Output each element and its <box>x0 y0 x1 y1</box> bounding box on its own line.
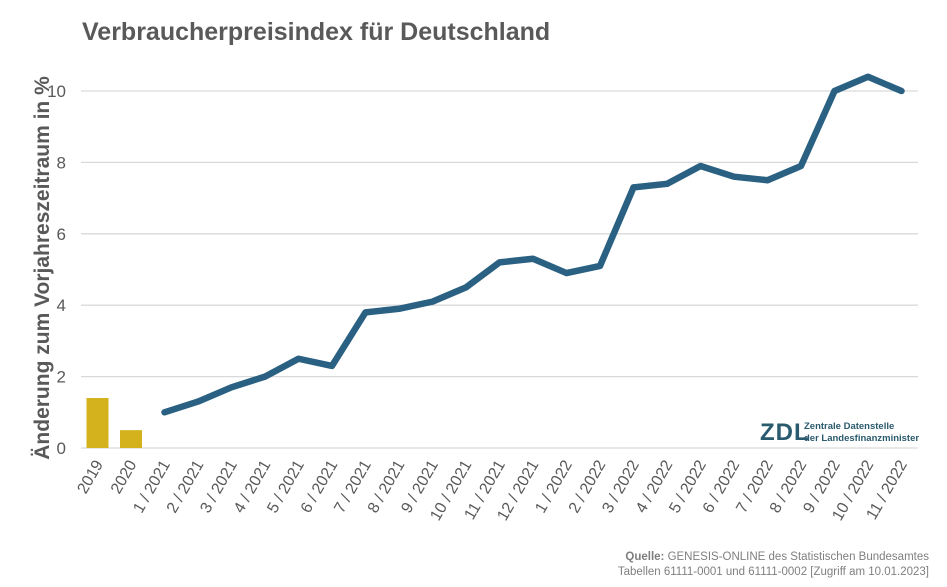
chart-title: Verbraucherpreisindex für Deutschland <box>82 18 551 46</box>
line-point <box>666 182 668 185</box>
source-text: GENESIS-ONLINE des Statistischen Bundesa… <box>664 551 929 563</box>
line-point <box>264 375 266 378</box>
x-tick-label: 2020 <box>108 457 141 496</box>
line-point <box>867 75 869 78</box>
line-point <box>766 179 769 182</box>
y-tick-label: 2 <box>57 368 66 387</box>
line-point <box>532 257 534 260</box>
bar <box>86 398 109 448</box>
zdl-logo-line-2: der Landesfinanzminister <box>804 433 920 444</box>
line-point <box>465 286 467 289</box>
y-axis-title: Änderung zum Vorjahreszeitraum in % <box>31 76 54 460</box>
y-tick-labels: 0 2 4 6 8 10 <box>47 82 66 458</box>
y-tick-label: 0 <box>57 439 66 458</box>
line-point <box>364 311 367 314</box>
zdl-logo-text: Zentrale Datenstelle der Landesfinanzmin… <box>804 421 919 445</box>
line-point <box>733 175 735 178</box>
line-point <box>331 364 333 367</box>
line-point <box>900 90 903 92</box>
line-point <box>498 261 501 264</box>
y-tick-label: 4 <box>57 296 66 315</box>
x-tick-label: 2019 <box>74 457 107 496</box>
line-series <box>161 73 905 416</box>
zdl-logo-mark: ZDL <box>760 419 810 446</box>
line-point <box>565 272 568 275</box>
bar-series <box>86 398 142 448</box>
y-tick-label: 6 <box>57 225 66 244</box>
zdl-logo: ZDL Zentrale Datenstelle der Landesfinan… <box>760 418 930 448</box>
y-tick-label: 8 <box>57 153 66 172</box>
line-point <box>800 164 802 167</box>
line-point <box>197 400 199 403</box>
source-label: Quelle: <box>625 551 665 563</box>
line-point <box>632 186 635 189</box>
line-point <box>431 300 434 303</box>
line-path <box>161 73 905 416</box>
zdl-logo-line-1: Zentrale Datenstelle <box>804 421 895 432</box>
bar <box>120 430 142 448</box>
line-point <box>699 164 702 167</box>
gridlines <box>81 90 918 449</box>
line-point <box>230 386 233 389</box>
line-point <box>599 264 601 267</box>
source-line-2: Tabellen 61111-0001 und 61111-0002 [Zugr… <box>617 566 929 578</box>
line-point <box>163 411 166 414</box>
y-tick-label: 10 <box>47 82 66 101</box>
line-point <box>297 357 300 360</box>
line-point <box>833 90 836 92</box>
line-point <box>398 307 400 310</box>
source-line-1: Quelle: GENESIS-ONLINE des Statistischen… <box>625 551 929 563</box>
